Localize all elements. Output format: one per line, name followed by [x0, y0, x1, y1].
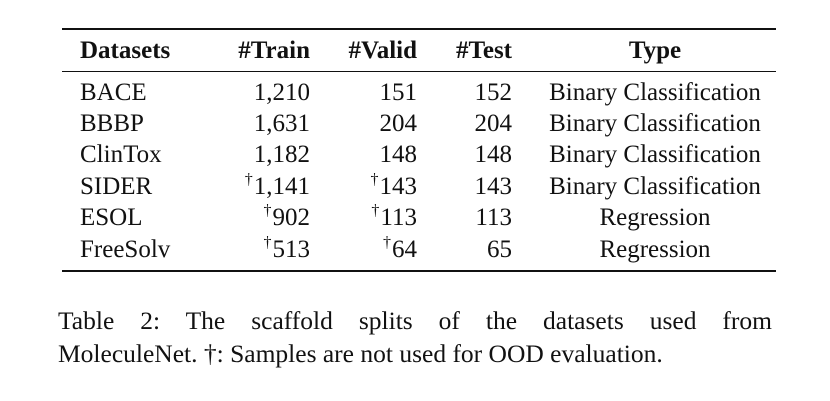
dagger-mark: †: [244, 170, 253, 188]
cell-test: 152: [417, 72, 513, 108]
cell-dataset-value: BBBP: [80, 110, 144, 138]
cell-dataset: SIDER: [62, 171, 210, 202]
cell-type-value: Binary Classification: [549, 110, 761, 138]
cell-dataset-value: FreeSolv: [80, 235, 171, 263]
cell-train-value: 1,210: [253, 78, 310, 106]
top-rule: [62, 28, 776, 30]
cell-test-value: 148: [474, 141, 513, 169]
cell-valid: †64: [310, 234, 417, 270]
caption-line-1: Table 2: The scaffold splits of the data…: [58, 306, 772, 335]
cell-train: †513: [210, 233, 311, 270]
table-row: SIDER †1,141 †143 143 Binary Classification: [62, 171, 776, 202]
cell-train-value: 1,182: [253, 141, 310, 169]
cell-type-value: Binary Classification: [549, 78, 761, 106]
cell-train: †1,141: [210, 171, 310, 202]
table-caption: Table 2: The scaffold splits of the data…: [58, 304, 772, 370]
dagger-mark: †: [263, 233, 272, 251]
cell-train-value: 902: [272, 204, 311, 232]
cell-dataset: ClinTox: [62, 140, 210, 171]
cell-test-value: 65: [487, 235, 512, 263]
header-test: #Test: [455, 37, 512, 64]
cell-dataset-value: ESOL: [80, 204, 143, 232]
cell-type: Binary Classification: [512, 72, 776, 108]
cell-test-value: 143: [474, 172, 513, 200]
header-rule: [62, 71, 776, 72]
cell-train: †902: [210, 202, 311, 234]
cell-test-value: 204: [474, 110, 513, 138]
header-train: #Train: [238, 37, 310, 64]
table-row: ClinTox 1,182 148 148 Binary Classification: [62, 140, 776, 171]
header-datasets: Datasets: [80, 37, 171, 64]
dataset-splits-table: Datasets #Train #Valid #Test Type BACE 1,…: [62, 30, 776, 270]
cell-type: Binary Classification: [512, 108, 776, 139]
cell-valid: †143: [310, 170, 418, 202]
cell-train-value: 1,141: [253, 172, 310, 200]
cell-type: Regression: [512, 203, 776, 234]
header-valid: #Valid: [348, 37, 417, 64]
cell-type-value: Binary Classification: [549, 141, 761, 169]
cell-train: 1,631: [210, 108, 310, 139]
cell-train-value: 1,631: [253, 110, 310, 138]
dagger-mark: †: [370, 170, 379, 188]
cell-dataset: BACE: [62, 72, 210, 108]
cell-dataset: ESOL: [62, 203, 210, 234]
cell-test: 113: [417, 203, 512, 234]
cell-train: 1,210: [210, 72, 310, 108]
cell-test: 148: [417, 140, 513, 171]
cell-test-value: 113: [475, 204, 512, 232]
cell-type: Regression: [512, 234, 776, 270]
dagger-mark: †: [371, 202, 380, 220]
table-row: FreeSolv †513 †64 65 Regression: [62, 234, 776, 270]
cell-valid: 148: [310, 140, 418, 171]
cell-test: 143: [417, 171, 513, 202]
data-table-container: Datasets #Train #Valid #Test Type BACE 1,…: [62, 28, 776, 273]
header-type: Type: [628, 37, 682, 64]
bottom-rule: [62, 270, 776, 273]
cell-valid-value: 148: [379, 141, 418, 169]
cell-type: Binary Classification: [512, 140, 776, 171]
cell-valid: †113: [310, 203, 417, 234]
caption-line-2: MoleculeNet. †: Samples are not used for…: [58, 339, 663, 368]
cell-dataset-value: ClinTox: [80, 141, 162, 169]
table-row: BACE 1,210 151 152 Binary Classification: [62, 72, 776, 108]
cell-type: Binary Classification: [512, 171, 776, 202]
cell-type-value: Regression: [599, 204, 711, 232]
cell-train-value: 513: [272, 235, 311, 263]
cell-valid-value: 113: [380, 204, 417, 232]
cell-type-value: Regression: [599, 235, 711, 263]
table-row: ESOL †902 †113 113 Regression: [62, 203, 776, 234]
table-row: BBBP 1,631 204 204 Binary Classification: [62, 108, 776, 139]
cell-test-value: 152: [474, 78, 513, 106]
table-body: BACE 1,210 151 152 Binary Classification BBBP…: [62, 72, 776, 270]
cell-dataset-value: BACE: [80, 78, 147, 106]
dagger-mark: †: [263, 202, 272, 220]
dagger-mark: †: [383, 233, 391, 251]
cell-type-value: Binary Classification: [549, 172, 761, 200]
cell-valid-value: 143: [379, 172, 418, 200]
cell-dataset: FreeSolv: [62, 234, 210, 270]
cell-valid-value: 64: [392, 235, 417, 263]
cell-valid-value: 151: [379, 78, 418, 106]
table-header-row: Datasets #Train #Valid #Test Type: [62, 30, 776, 71]
cell-test: 204: [417, 108, 513, 139]
cell-dataset: BBBP: [62, 108, 210, 139]
cell-test: 65: [417, 234, 512, 270]
cell-valid: 204: [310, 108, 418, 139]
cell-valid: 151: [310, 72, 418, 108]
cell-train: 1,182: [210, 140, 310, 171]
cell-valid-value: 204: [379, 110, 418, 138]
cell-dataset-value: SIDER: [80, 172, 153, 200]
